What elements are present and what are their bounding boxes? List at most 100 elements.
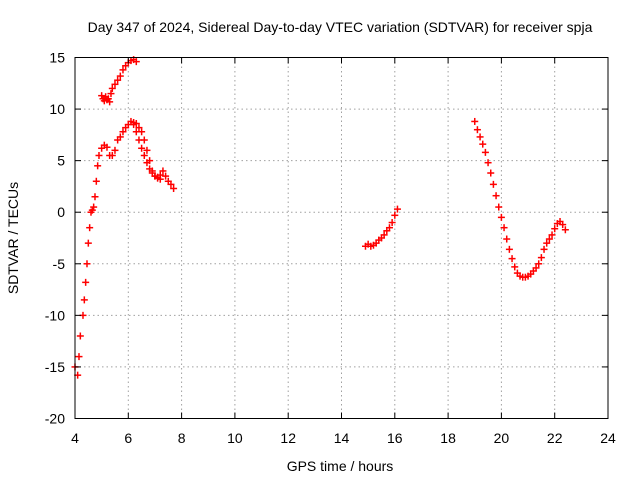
data-point <box>135 136 143 144</box>
data-point <box>473 126 481 134</box>
data-point <box>535 260 543 268</box>
x-axis-label: GPS time / hours <box>287 458 394 474</box>
y-axis-label: SDTVAR / TECUs <box>5 182 21 294</box>
data-point <box>88 206 96 214</box>
data-point <box>489 180 497 188</box>
data-point <box>170 184 178 192</box>
data-point <box>143 159 151 167</box>
data-point <box>561 226 569 234</box>
data-point <box>162 172 170 180</box>
data-point <box>104 95 112 103</box>
data-point <box>393 205 401 213</box>
data-point <box>108 84 116 92</box>
data-point <box>107 90 115 98</box>
series-arc-1 <box>71 117 178 379</box>
data-point <box>497 213 505 221</box>
data-point <box>500 224 508 232</box>
data-point <box>86 224 94 232</box>
data-point <box>548 231 556 239</box>
data-point <box>492 192 500 200</box>
data-point <box>116 72 124 80</box>
series-arc-4 <box>361 205 401 250</box>
data-point <box>91 193 99 201</box>
data-point <box>111 80 119 88</box>
y-tick-label: 15 <box>49 50 65 66</box>
data-point <box>540 245 548 253</box>
x-tick-label: 14 <box>334 430 350 446</box>
data-point <box>495 203 503 211</box>
data-point <box>159 167 167 175</box>
data-point <box>92 177 100 185</box>
data-point <box>167 180 175 188</box>
data-point <box>80 296 88 304</box>
x-tick-label: 8 <box>178 430 186 446</box>
data-point <box>135 124 143 132</box>
series-arc-3 <box>98 56 140 106</box>
data-point <box>119 128 127 136</box>
data-points <box>71 56 569 379</box>
y-tick-label: -15 <box>45 359 65 375</box>
x-tick-label: 16 <box>387 430 403 446</box>
y-tick-label: 0 <box>57 204 65 220</box>
y-tick-label: -20 <box>45 411 65 427</box>
data-point <box>114 76 122 84</box>
data-point <box>94 162 102 170</box>
data-point <box>551 225 559 233</box>
y-tick-label: -5 <box>53 256 66 272</box>
chart-title: Day 347 of 2024, Sidereal Day-to-day VTE… <box>88 19 593 35</box>
data-point <box>103 143 111 151</box>
data-point <box>143 146 151 154</box>
data-point <box>138 144 146 152</box>
data-point <box>75 353 83 361</box>
data-point <box>532 264 540 272</box>
data-point <box>119 66 127 74</box>
x-tick-label: 24 <box>600 430 616 446</box>
data-point <box>84 239 92 247</box>
grid-lines <box>75 57 608 419</box>
x-tick-label: 6 <box>124 430 132 446</box>
data-point <box>471 117 479 125</box>
data-point <box>106 98 114 106</box>
x-tick-label: 10 <box>227 430 243 446</box>
data-point <box>537 254 545 262</box>
y-tick-label: 5 <box>57 153 65 169</box>
data-point <box>82 278 90 286</box>
data-point <box>90 203 98 211</box>
data-point <box>505 245 513 253</box>
data-point <box>391 211 399 219</box>
data-point <box>108 151 116 159</box>
data-point <box>111 146 119 154</box>
data-point <box>83 260 91 268</box>
data-point <box>95 151 103 159</box>
data-point <box>76 332 84 340</box>
x-tick-label: 20 <box>494 430 510 446</box>
x-tick-label: 22 <box>547 430 563 446</box>
axis-ticks: 4 6 8 10 12 14 16 18 20 22 24 -20 -15 -10 -5 0 5 10 15 <box>45 50 616 447</box>
data-point <box>543 239 551 247</box>
x-tick-label: 4 <box>71 430 79 446</box>
data-point <box>388 219 396 227</box>
data-point <box>481 148 489 156</box>
data-point <box>479 140 487 148</box>
data-point <box>476 133 484 141</box>
data-point <box>484 159 492 167</box>
x-tick-label: 12 <box>280 430 296 446</box>
data-point <box>156 175 164 183</box>
y-tick-label: 10 <box>49 101 65 117</box>
data-point <box>132 128 140 136</box>
data-point <box>511 263 519 271</box>
data-point <box>545 235 553 243</box>
data-point <box>98 92 106 100</box>
data-point <box>559 221 567 229</box>
data-point <box>140 151 148 159</box>
y-tick-label: -10 <box>45 307 65 323</box>
x-tick-label: 18 <box>440 430 456 446</box>
series-arc-2 <box>130 121 164 183</box>
data-point <box>116 133 124 141</box>
data-point <box>503 235 511 243</box>
data-point <box>487 169 495 177</box>
data-point <box>146 165 154 173</box>
series-arc-5 <box>471 117 569 281</box>
data-point <box>130 121 138 129</box>
